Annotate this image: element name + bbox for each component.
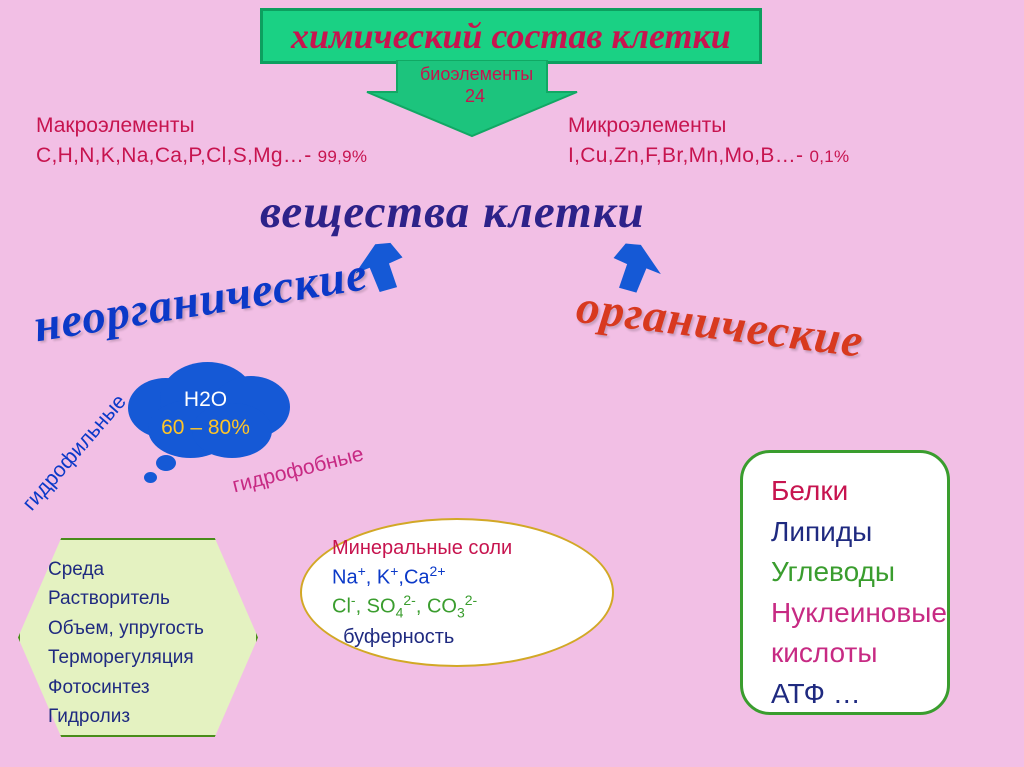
bioelements-line2: 24 [465,86,485,106]
substances-title: вещества клетки [260,185,645,239]
macro-elements: C,H,N,K,Na,Ca,P,Cl,S,Mg…- 99,9% [36,144,367,168]
macro-label: Макроэлементы [36,114,195,138]
water-percent: 60 – 80% [161,414,250,441]
water-cloud: Н2О 60 – 80% [120,358,290,468]
water-formula: Н2О [184,386,227,413]
micro-label: Микроэлементы [568,114,726,138]
micro-elements: I,Cu,Zn,F,Br,Mn,Mo,B…- 0,1% [568,144,849,168]
bioelements-line1: биоэлементы [420,64,533,84]
micro-elements-list: I,Cu,Zn,F,Br,Mn,Mo,B…- [568,144,809,167]
micro-percent: 0,1% [809,147,849,166]
mineral-salts-oval: Минеральные солиNa+, K+,Ca2+Cl-, SO42-, … [300,518,614,667]
macro-elements-list: C,H,N,K,Na,Ca,P,Cl,S,Mg…- [36,144,318,167]
macro-percent: 99,9% [318,147,368,166]
organics-box: БелкиЛипидыУглеводыНуклеиновыекислотыАТФ… [740,450,950,715]
bioelements-label: биоэлементы 24 [420,64,530,107]
title-banner: химический состав клетки [260,8,762,64]
environment-text: Среда РастворительОбъем, упругостьТермор… [48,555,204,732]
environment-hexagon: Среда РастворительОбъем, упругостьТермор… [18,540,258,735]
